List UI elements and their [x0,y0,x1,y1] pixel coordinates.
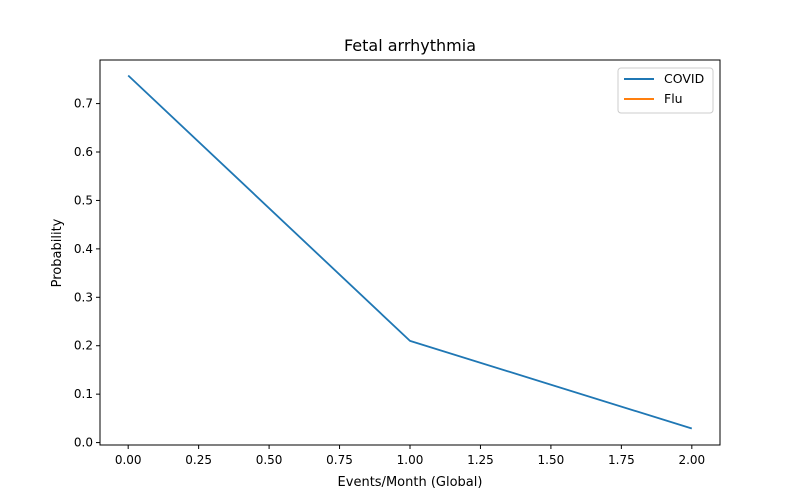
y-tick-label: 0.2 [74,339,93,353]
y-tick-label: 0.7 [74,97,93,111]
x-tick-label: 0.00 [115,453,142,467]
chart-title: Fetal arrhythmia [344,36,476,55]
y-tick-label: 0.1 [74,387,93,401]
y-tick-label: 0.6 [74,145,93,159]
x-tick-label: 0.75 [326,453,353,467]
x-tick-label: 1.25 [467,453,494,467]
y-axis-ticks: 0.0 0.1 0.2 0.3 0.4 0.5 0.6 0.7 [74,97,100,450]
plot-area [99,59,721,446]
y-tick-label: 0.3 [74,290,93,304]
series-line-covid [127,74,693,430]
legend-label-covid: COVID [664,71,704,86]
y-tick-label: 0.0 [74,436,93,450]
x-tick-label: 0.25 [185,453,212,467]
x-axis-label: Events/Month (Global) [338,475,483,490]
y-axis-label: Probability [50,218,65,287]
x-tick-label: 1.75 [608,453,635,467]
x-tick-label: 1.50 [538,453,565,467]
x-axis-ticks: 0.00 0.25 0.50 0.75 1.00 1.25 1.50 1.75 2.00 [115,445,705,467]
y-tick-label: 0.4 [74,242,93,256]
legend: COVID Flu [617,67,714,114]
x-tick-label: 1.00 [397,453,424,467]
x-tick-label: 2.00 [678,453,705,467]
y-tick-label: 0.5 [74,193,93,207]
x-tick-label: 0.50 [256,453,283,467]
series-layer [127,74,693,430]
legend-label-flu: Flu [664,91,683,106]
